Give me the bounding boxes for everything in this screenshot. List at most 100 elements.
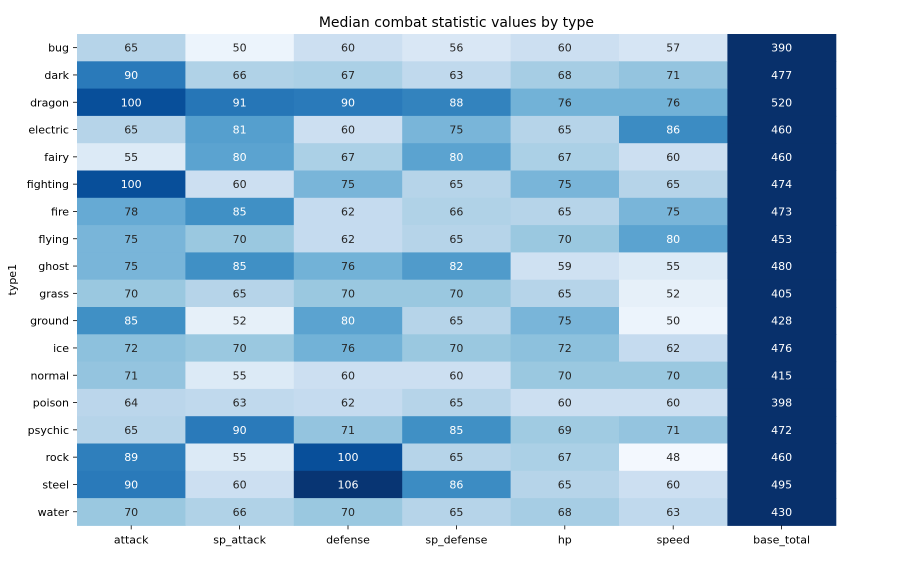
heatmap-cell [727,307,837,335]
heatmap-cell [619,34,728,62]
cell-value-label: 60 [341,369,355,382]
cell-value-label: 70 [558,369,572,382]
heatmap-cell [77,361,186,390]
cell-value-label: 473 [771,205,792,218]
cell-value-label: 56 [449,42,463,55]
heatmap-cell [402,334,512,363]
cell-value-label: 106 [338,478,359,491]
cell-value-label: 70 [233,342,247,355]
cell-value-label: 90 [233,424,247,437]
heatmap-cell [293,498,403,526]
cell-value-label: 90 [341,96,355,109]
cell-value-label: 68 [558,69,572,82]
cell-value-label: 65 [449,397,463,410]
x-tick-label: sp_defense [425,533,487,546]
cell-value-label: 60 [666,151,680,164]
cell-value-label: 80 [341,315,355,328]
cell-value-label: 398 [771,397,792,410]
cell-value-label: 52 [233,315,247,328]
y-tick-label: flying [39,233,69,246]
heatmap-cell [185,388,295,417]
heatmap-cell [77,470,186,499]
heatmap-cell [185,88,295,117]
heatmap-cell [293,361,403,390]
cell-value-label: 60 [666,478,680,491]
cell-value-label: 474 [771,178,792,191]
cell-value-label: 85 [124,315,138,328]
cell-value-label: 75 [449,124,463,137]
heatmap-cell [510,361,620,390]
cell-value-label: 50 [233,42,247,55]
cell-value-label: 52 [666,287,680,300]
cell-value-label: 82 [449,260,463,273]
cell-value-label: 70 [124,506,138,519]
heatmap-cell [402,252,512,281]
cell-value-label: 76 [666,96,680,109]
heatmap-cell [510,61,620,90]
cell-value-label: 70 [233,233,247,246]
heatmap-cell [727,279,837,308]
cell-value-label: 69 [558,424,572,437]
cell-value-label: 86 [666,124,680,137]
cell-value-label: 86 [449,478,463,491]
cell-value-label: 78 [124,205,138,218]
heatmap-cell [293,470,403,499]
heatmap-cell [77,34,186,62]
heatmap-cell [293,279,403,308]
x-tick-label: hp [558,533,572,546]
heatmap-cell [185,170,295,199]
heatmap-cell [293,443,403,472]
y-tick-label: psychic [28,424,69,437]
heatmap-cell [185,143,295,171]
cell-value-label: 100 [121,96,142,109]
y-tick-label: normal [30,369,69,382]
cell-value-label: 65 [449,178,463,191]
heatmap-cell [77,388,186,417]
heatmap-cell [402,388,512,417]
heatmap-cell [727,498,837,526]
heatmap-cell [510,115,620,144]
cell-value-label: 65 [449,451,463,464]
x-tick-label: sp_attack [213,533,266,546]
heatmap-cell [77,443,186,472]
heatmap-cell [619,197,728,226]
heatmap-cell [619,143,728,171]
heatmap-cell [619,279,728,308]
y-tick-label: rock [46,451,70,464]
heatmap-cell [619,115,728,144]
cell-value-label: 90 [124,69,138,82]
heatmap-cell [185,416,295,444]
cell-value-label: 66 [449,205,463,218]
cell-value-label: 60 [558,42,572,55]
cell-value-label: 415 [771,369,792,382]
cell-value-label: 62 [666,342,680,355]
heatmap-cell [402,307,512,335]
y-tick-label: fairy [44,151,69,164]
cell-value-label: 68 [558,506,572,519]
heatmap-cell [402,88,512,117]
cell-value-label: 59 [558,260,572,273]
cell-value-label: 472 [771,424,792,437]
cell-value-label: 65 [449,233,463,246]
cell-value-label: 453 [771,233,792,246]
heatmap-cell [402,498,512,526]
heatmap-cells [77,34,837,526]
heatmap-cell [510,334,620,363]
cell-value-label: 476 [771,342,792,355]
cell-value-label: 62 [341,397,355,410]
heatmap-cell [293,115,403,144]
heatmap-cell [402,61,512,90]
cell-value-label: 71 [341,424,355,437]
heatmap-cell [185,498,295,526]
cell-value-label: 80 [666,233,680,246]
y-axis-ticks: bug dark dragon electric fairy fighting fire fl… [27,42,77,519]
cell-value-label: 65 [124,424,138,437]
cell-value-label: 100 [338,451,359,464]
heatmap-cell [510,34,620,62]
heatmap-cell [185,34,295,62]
heatmap-cell [293,34,403,62]
heatmap-cell [727,225,837,253]
heatmap-cell [619,388,728,417]
heatmap-cell [619,88,728,117]
